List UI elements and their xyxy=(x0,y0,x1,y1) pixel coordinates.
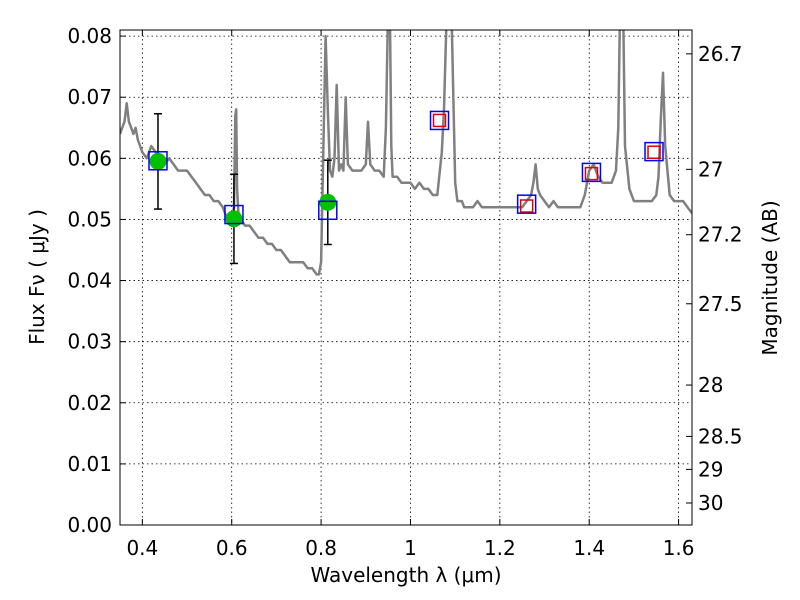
y-tick-label: 0.06 xyxy=(67,146,112,170)
y2-tick-label: 28 xyxy=(698,373,723,397)
x-tick-label: 1.2 xyxy=(484,536,516,560)
y-tick-label: 0.01 xyxy=(67,452,112,476)
y2-tick-label: 28.5 xyxy=(698,424,743,448)
y2-tick-label: 27.2 xyxy=(698,223,743,247)
y-tick-label: 0.02 xyxy=(67,391,112,415)
y-axis-title: Flux Fν ( μJy ) xyxy=(25,209,49,345)
plot-area xyxy=(120,30,692,276)
x-tick-label: 1.6 xyxy=(663,536,695,560)
model-flux-square-blue xyxy=(429,110,450,131)
x-tick-label: 1 xyxy=(404,536,417,560)
y-tick-label: 0.00 xyxy=(67,513,112,537)
x-tick-label: 0.8 xyxy=(305,536,337,560)
model-flux-square-red xyxy=(647,145,661,159)
model-flux-square-blue xyxy=(581,162,602,183)
y-tick-label: 0.08 xyxy=(67,24,112,48)
y2-tick-label: 29 xyxy=(698,457,723,481)
x-axis-title: Wavelength λ (μm) xyxy=(310,563,501,587)
x-tick-label: 0.6 xyxy=(216,536,248,560)
y-tick-label: 0.07 xyxy=(67,85,112,109)
model-flux-square-blue xyxy=(148,151,168,171)
grid-lines xyxy=(120,30,692,525)
model-flux-square-red xyxy=(519,199,534,213)
model-flux-square-blue xyxy=(644,141,664,162)
y-tick-label: 0.03 xyxy=(67,330,112,354)
plot-frame xyxy=(119,29,693,526)
y2-axis-title: Magnitude (AB) xyxy=(758,200,782,355)
model-flux-square-blue xyxy=(224,204,244,225)
photometry-point xyxy=(319,193,337,211)
y2-tick-label: 27.5 xyxy=(698,292,743,316)
model-flux-square-red xyxy=(584,166,599,181)
y2-tick-label: 30 xyxy=(698,491,723,515)
x-tick-label: 0.4 xyxy=(126,536,158,560)
photometry-point xyxy=(149,152,167,170)
model-flux-square-red xyxy=(432,113,447,128)
x-tick-label: 1.4 xyxy=(573,536,605,560)
spectrum-line xyxy=(120,30,692,276)
photometry-point xyxy=(225,210,243,228)
model-flux-square-blue xyxy=(516,194,537,214)
y-tick-label: 0.04 xyxy=(67,269,112,293)
y2-tick-label: 26.7 xyxy=(698,42,743,66)
model-flux-square-blue xyxy=(318,200,338,221)
y-tick-label: 0.05 xyxy=(67,207,112,231)
y2-tick-label: 27 xyxy=(698,157,723,181)
axis-ticks: 0.4 0.6 0.8 1 1.2 1.4 1.6 0.00 0.01 0.02 0.03 0.04 0… xyxy=(67,24,742,560)
